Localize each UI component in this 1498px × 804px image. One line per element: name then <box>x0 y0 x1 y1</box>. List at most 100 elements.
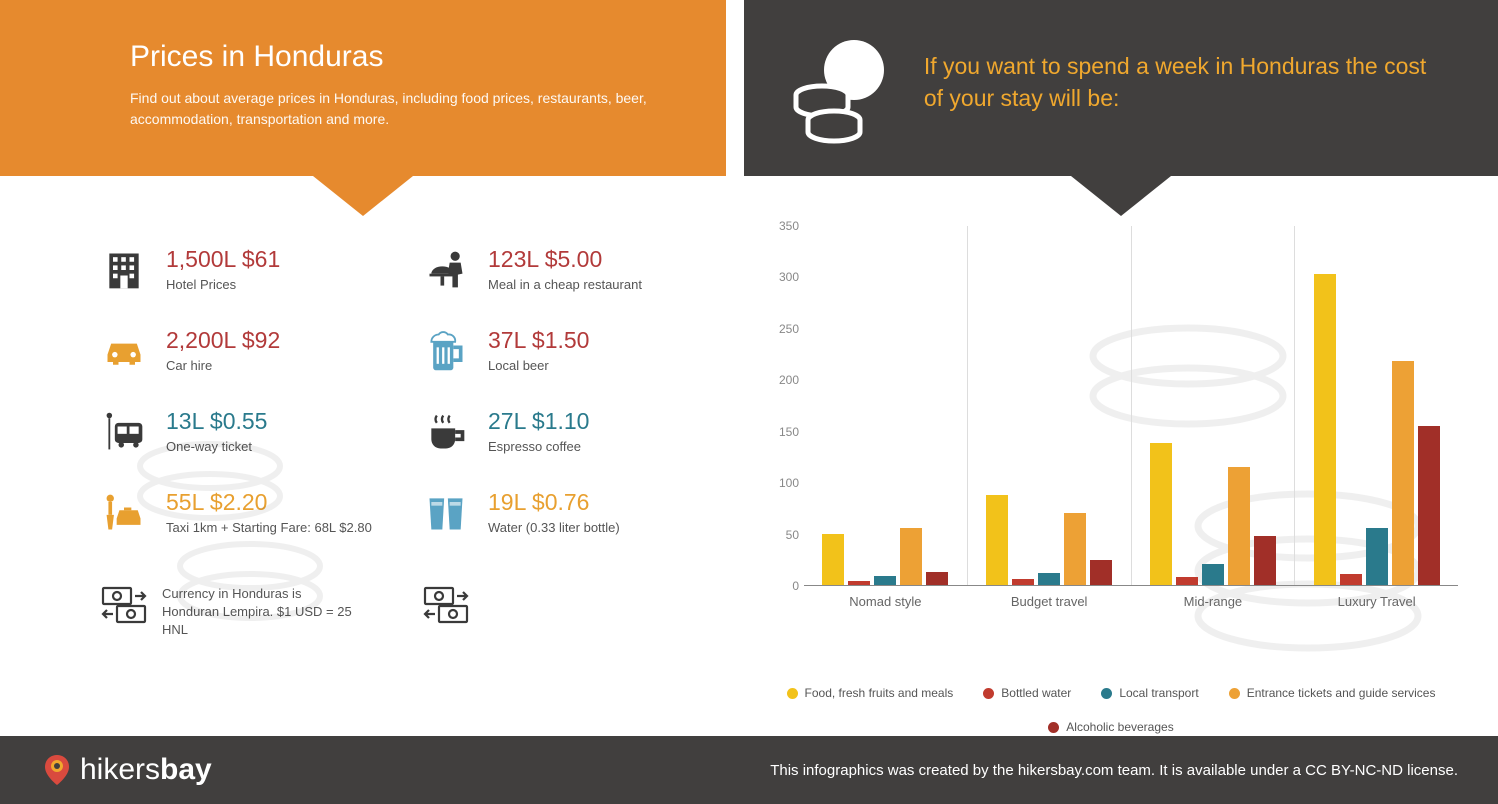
price-amount: 123L $5.00 <box>488 246 642 273</box>
legend-item: Alcoholic beverages <box>1048 720 1173 734</box>
banner-left: Prices in Honduras Find out about averag… <box>0 0 726 176</box>
price-amount: 37L $1.50 <box>488 327 589 354</box>
price-item-meal: 123L $5.00 Meal in a cheap restaurant <box>422 246 704 294</box>
logo: hikersbay <box>40 753 212 787</box>
x-label: Nomad style <box>804 594 967 609</box>
legend-label: Food, fresh fruits and meals <box>805 686 954 700</box>
legend-label: Entrance tickets and guide services <box>1247 686 1436 700</box>
price-label: Espresso coffee <box>488 439 589 454</box>
y-tick: 300 <box>779 270 799 284</box>
x-label: Budget travel <box>968 594 1131 609</box>
bus-icon <box>100 408 148 456</box>
legend-dot-icon <box>1101 688 1112 699</box>
waiter-icon <box>422 246 470 294</box>
chart-column: 0 50 100 150 200 250 300 350 Nomad styleBudget … <box>734 176 1498 736</box>
legend-dot-icon <box>1229 688 1240 699</box>
x-label: Mid-range <box>1132 594 1295 609</box>
chart-group: Budget travel <box>968 226 1132 585</box>
glass-icon <box>422 489 470 537</box>
legend-item: Local transport <box>1101 686 1198 700</box>
top-banner: Prices in Honduras Find out about averag… <box>0 0 1498 176</box>
currency-note-2 <box>422 585 484 640</box>
y-tick: 100 <box>779 476 799 490</box>
hero-text: If you want to spend a week in Honduras … <box>924 40 1438 114</box>
price-label: Hotel Prices <box>166 277 280 292</box>
price-item-water: 19L $0.76 Water (0.33 liter bottle) <box>422 489 704 537</box>
price-item-beer: 37L $1.50 Local beer <box>422 327 704 375</box>
chart-bar <box>1012 579 1034 585</box>
page-title: Prices in Honduras <box>130 40 676 74</box>
prices-column: 1,500L $61 Hotel Prices 123L $5.00 Meal in … <box>0 176 734 736</box>
chart-bar <box>926 572 948 585</box>
legend-item: Entrance tickets and guide services <box>1229 686 1436 700</box>
chart-bar <box>1090 560 1112 585</box>
logo-text-1: hikers <box>80 753 160 787</box>
price-label: Taxi 1km + Starting Fare: 68L $2.80 <box>166 520 372 535</box>
chart-bar <box>1176 577 1198 585</box>
chart-group: Mid-range <box>1132 226 1296 585</box>
banner-right: If you want to spend a week in Honduras … <box>744 0 1498 176</box>
coffee-icon <box>422 408 470 456</box>
legend-dot-icon <box>787 688 798 699</box>
cost-chart: 050100150200250300350 Nomad styleBudget … <box>764 226 1458 646</box>
price-amount: 27L $1.10 <box>488 408 589 435</box>
chart-bar <box>986 495 1008 586</box>
price-amount: 1,500L $61 <box>166 246 280 273</box>
price-label: Car hire <box>166 358 280 373</box>
chart-bar <box>848 581 870 585</box>
chart-bar <box>1418 426 1440 585</box>
legend-dot-icon <box>1048 722 1059 733</box>
logo-text-2: bay <box>160 753 212 787</box>
chart-bar <box>900 528 922 585</box>
chart-bar <box>874 576 896 585</box>
price-label: Water (0.33 liter bottle) <box>488 520 620 535</box>
chart-legend: Food, fresh fruits and meals Bottled wate… <box>764 686 1458 734</box>
chart-bar <box>1254 536 1276 585</box>
chart-bar <box>1392 361 1414 585</box>
building-icon <box>100 246 148 294</box>
pin-icon <box>40 753 74 787</box>
chart-bar <box>1150 443 1172 585</box>
x-label: Luxury Travel <box>1295 594 1458 609</box>
price-item-hotel: 1,500L $61 Hotel Prices <box>100 246 382 294</box>
chart-bar <box>1340 574 1362 585</box>
chart-bar <box>1064 513 1086 585</box>
price-item-coffee: 27L $1.10 Espresso coffee <box>422 408 704 456</box>
currency-note: Currency in Honduras is Honduran Lempira… <box>100 585 362 640</box>
y-tick: 150 <box>779 425 799 439</box>
chart-bar <box>1314 274 1336 585</box>
currency-text: Currency in Honduras is Honduran Lempira… <box>162 585 362 640</box>
price-item-car: 2,200L $92Car hire <box>100 327 382 375</box>
y-tick: 350 <box>779 219 799 233</box>
chart-group: Luxury Travel <box>1295 226 1458 585</box>
price-label: One-way ticket <box>166 439 267 454</box>
taxi-icon <box>100 489 148 537</box>
money-exchange-icon <box>422 585 470 625</box>
chart-bar <box>1366 528 1388 585</box>
price-label: Meal in a cheap restaurant <box>488 277 642 292</box>
y-tick: 0 <box>792 579 799 593</box>
legend-item: Bottled water <box>983 686 1071 700</box>
price-amount: 55L $2.20 <box>166 489 372 516</box>
y-tick: 50 <box>786 528 799 542</box>
y-tick: 200 <box>779 373 799 387</box>
legend-label: Alcoholic beverages <box>1066 720 1173 734</box>
price-item-taxi: 55L $2.20 Taxi 1km + Starting Fare: 68L $… <box>100 489 382 537</box>
footer: hikersbay This infographics was created … <box>0 736 1498 804</box>
car-icon <box>100 327 148 375</box>
price-label: Local beer <box>488 358 589 373</box>
money-exchange-icon <box>100 585 148 625</box>
price-amount: 13L $0.55 <box>166 408 267 435</box>
chart-bar <box>822 534 844 585</box>
chart-bar <box>1202 564 1224 585</box>
price-amount: 19L $0.76 <box>488 489 620 516</box>
footer-text: This infographics was created by the hik… <box>770 762 1458 779</box>
page-subtitle: Find out about average prices in Hondura… <box>130 88 676 130</box>
beer-icon <box>422 327 470 375</box>
y-tick: 250 <box>779 322 799 336</box>
content-area: 1,500L $61 Hotel Prices 123L $5.00 Meal in … <box>0 176 1498 736</box>
chart-group: Nomad style <box>804 226 968 585</box>
legend-label: Bottled water <box>1001 686 1071 700</box>
coins-icon <box>784 40 894 150</box>
legend-dot-icon <box>983 688 994 699</box>
